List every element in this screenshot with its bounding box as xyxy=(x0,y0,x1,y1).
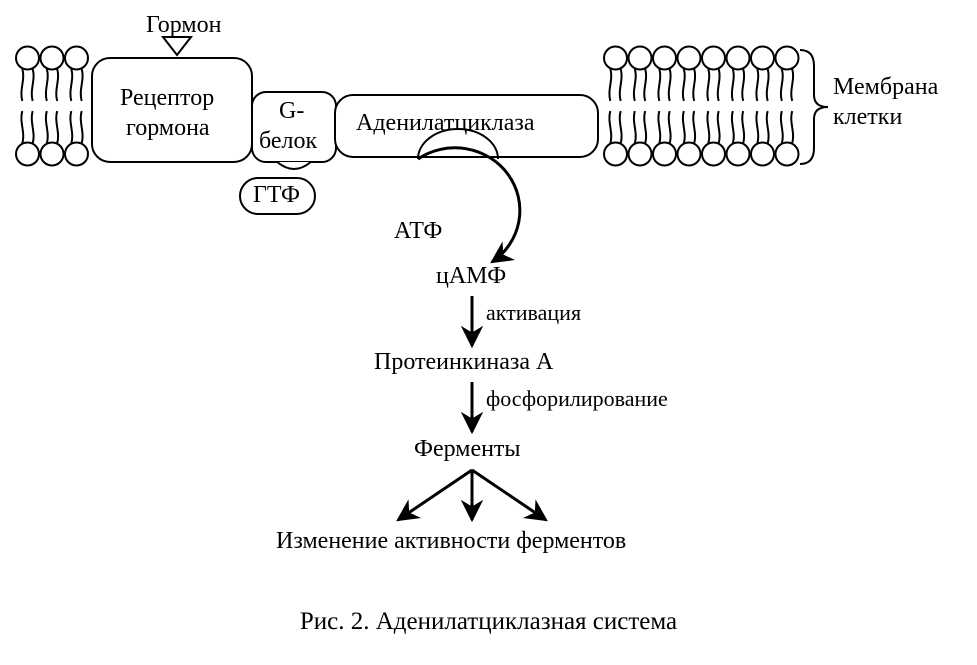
label-change-enzyme-activity: Изменение активности ферментов xyxy=(276,528,626,554)
label-receptor-line1: Рецептор xyxy=(120,85,214,111)
label-enzymes: Ферменты xyxy=(414,436,521,462)
figure-caption: Рис. 2. Аденилатциклазная система xyxy=(0,608,977,636)
label-hormone: Гормон xyxy=(146,12,221,38)
label-atf: АТФ xyxy=(394,218,442,244)
label-activation: активация xyxy=(486,301,581,325)
label-phosphorylation: фосфорилирование xyxy=(486,387,668,411)
diagram-stage: Гормон Рецептор гормона G- белок Аденила… xyxy=(0,0,977,665)
label-protein-kinase-a: Протеинкиназа А xyxy=(374,349,553,375)
label-membrane-line2: клетки xyxy=(833,104,902,130)
label-camp: цАМФ xyxy=(436,263,506,289)
label-adenylate-cyclase: Аденилатциклаза xyxy=(356,110,535,136)
label-receptor-line2: гормона xyxy=(126,115,210,141)
label-gprotein-line2: белок xyxy=(259,128,317,154)
label-gprotein-line1: G- xyxy=(279,98,304,124)
label-gtf: ГТФ xyxy=(253,182,300,208)
label-membrane-line1: Мембрана xyxy=(833,74,938,100)
